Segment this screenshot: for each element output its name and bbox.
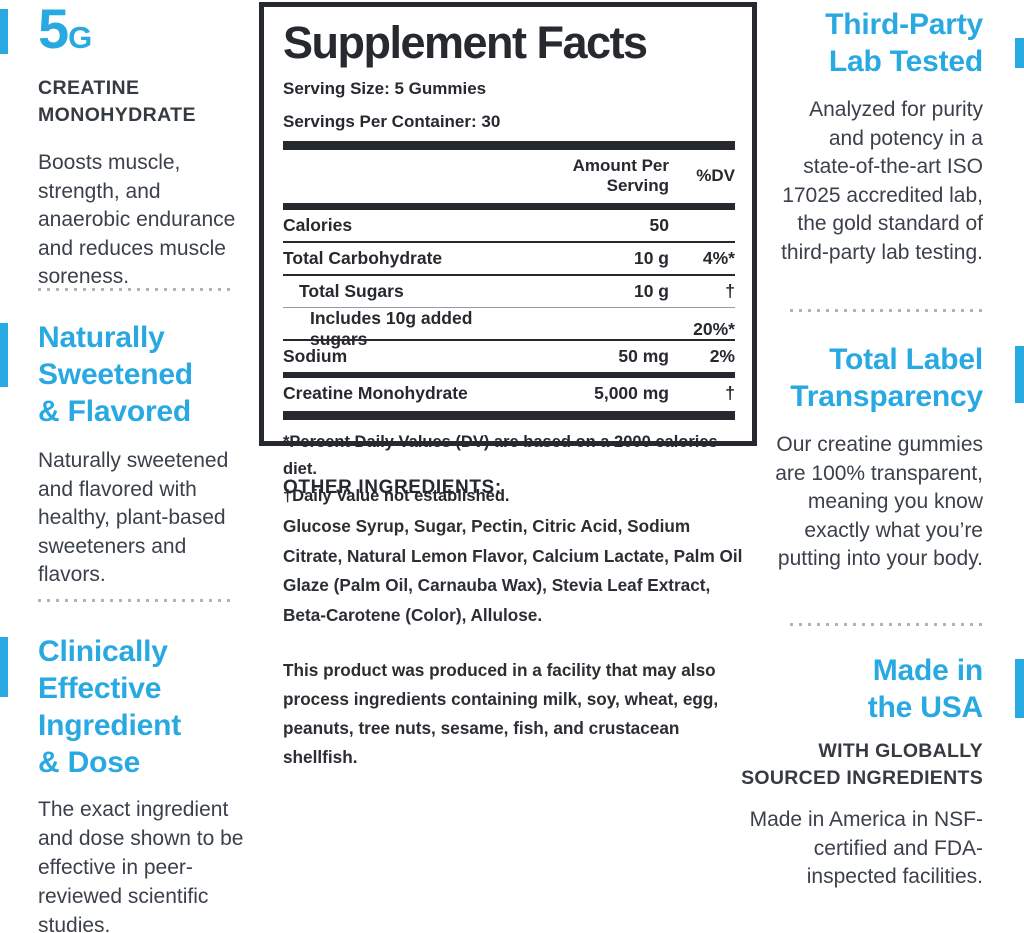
nutrient-name: Sodium (283, 346, 348, 366)
footnote-dagger: †Daily Value not established. (283, 487, 510, 505)
accent-bar (1015, 346, 1024, 403)
dose-unit: G (68, 20, 93, 55)
nutrient-amount: 50 (649, 215, 669, 235)
facts-row-total-carbohydrate: Total Carbohydrate 10 g 4%* (283, 243, 735, 276)
claim-section-label-transparency: Total Label Transparency Our creatine gu… (737, 341, 983, 574)
accent-bar (0, 9, 8, 54)
dotted-divider (790, 623, 983, 626)
accent-bar (1015, 659, 1024, 718)
dotted-divider (38, 288, 231, 291)
claim-heading: Made in the USA (867, 654, 983, 724)
facts-col-amount: Amount Per Serving (572, 156, 669, 195)
claim-body: Made in America in NSF-certified and FDA… (749, 808, 983, 888)
facts-row-sodium: Sodium 50 mg 2% (283, 341, 735, 378)
nutrient-name: Calories (283, 215, 353, 235)
facts-col-dv: %DV (696, 166, 735, 185)
accent-bar (1015, 38, 1024, 68)
servings-per-container: Servings Per Container: 30 (283, 111, 501, 131)
nutrient-name: Creatine Monohydrate (283, 383, 468, 403)
nutrient-amount: 50 mg (618, 346, 669, 366)
nutrient-name: Total Carbohydrate (283, 248, 443, 268)
claim-heading: Total Label Transparency (790, 343, 983, 413)
ingredients-block: OTHER INGREDIENTS: Glucose Syrup, Sugar,… (283, 477, 753, 772)
claim-body: Analyzed for purity and potency in a sta… (781, 98, 983, 264)
claim-section-lab-tested: Third-Party Lab Tested Analyzed for puri… (737, 6, 983, 267)
other-ingredients-heading: OTHER INGREDIENTS: (283, 477, 502, 498)
nutrient-amount: 10 g (633, 281, 669, 301)
claim-section-made-in-usa: Made in the USA WITH GLOBALLY SOURCED IN… (737, 652, 983, 892)
allergen-notice: This product was produced in a facility … (283, 660, 719, 767)
facts-row-added-sugars: Includes 10g added sugars 20%* (283, 308, 735, 349)
facts-row-total-sugars: Total Sugars 10 g † (283, 276, 735, 308)
footnote-daily-values: *Percent Daily Values (DV) are based on … (283, 433, 718, 478)
claim-body: Our creatine gummies are 100% transparen… (775, 433, 983, 570)
facts-divider-thick (283, 411, 735, 420)
nutrient-amount: 10 g (633, 248, 669, 268)
facts-row-creatine-monohydrate: Creatine Monohydrate 5,000 mg † (283, 378, 735, 409)
nutrient-dv: † (725, 383, 735, 403)
benefit-heading: Clinically Effective Ingredient & Dose (38, 635, 182, 779)
benefit-section-creatine-dose: 5G CREATINE MONOHYDRATE Boosts muscle, s… (38, 1, 256, 292)
benefit-body: The exact ingredient and dose shown to b… (38, 798, 244, 933)
nutrient-name: Includes 10g added sugars (310, 308, 473, 349)
facts-footnotes: *Percent Daily Values (DV) are based on … (283, 429, 735, 510)
serving-size: Serving Size: 5 Gummies (283, 79, 487, 98)
benefit-body: Boosts muscle, strength, and anaerobic e… (38, 151, 236, 288)
benefit-section-clinically-effective: Clinically Effective Ingredient & Dose T… (38, 633, 256, 933)
dose-headline: 5G (38, 1, 256, 63)
facts-divider-thick (283, 141, 735, 150)
facts-table-header: Amount Per Serving %DV (283, 150, 735, 210)
facts-row-calories: Calories 50 (283, 210, 735, 243)
accent-bar (0, 637, 8, 697)
nutrient-dv: 2% (709, 346, 735, 366)
benefit-section-naturally-sweetened: Naturally Sweetened & Flavored Naturally… (38, 319, 256, 590)
dose-number: 5 (38, 0, 69, 60)
benefit-heading: Naturally Sweetened & Flavored (38, 321, 193, 428)
dose-subheading: CREATINE MONOHYDRATE (38, 77, 196, 126)
claim-subheading: WITH GLOBALLY SOURCED INGREDIENTS (741, 740, 983, 789)
nutrient-amount: 5,000 mg (594, 383, 669, 403)
supplement-facts-panel: Supplement Facts Serving Size: 5 Gummies… (259, 2, 757, 505)
dotted-divider (790, 309, 983, 312)
nutrient-dv: 4%* (702, 248, 735, 268)
accent-bar (0, 323, 8, 387)
dotted-divider (38, 599, 231, 602)
claim-heading: Third-Party Lab Tested (825, 8, 983, 78)
other-ingredients-list: Glucose Syrup, Sugar, Pectin, Citric Aci… (283, 516, 743, 625)
nutrient-dv: † (725, 281, 735, 301)
facts-title: Supplement Facts (283, 17, 648, 68)
nutrient-name: Total Sugars (299, 281, 404, 301)
benefit-body: Naturally sweetened and flavored with he… (38, 449, 229, 586)
nutrient-dv: 20%* (693, 318, 735, 339)
